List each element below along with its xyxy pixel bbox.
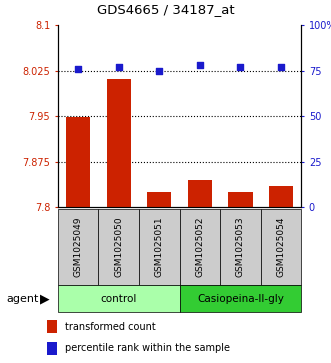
Bar bbox=[139, 209, 179, 285]
Bar bbox=[228, 192, 253, 207]
Text: GDS4665 / 34187_at: GDS4665 / 34187_at bbox=[97, 3, 234, 16]
Text: GSM1025050: GSM1025050 bbox=[114, 216, 123, 277]
Text: GSM1025051: GSM1025051 bbox=[155, 216, 164, 277]
Text: ▶: ▶ bbox=[40, 292, 50, 305]
Text: GSM1025053: GSM1025053 bbox=[236, 216, 245, 277]
Text: Casiopeina-II-gly: Casiopeina-II-gly bbox=[197, 294, 284, 303]
Bar bbox=[58, 209, 99, 285]
Bar bbox=[99, 209, 139, 285]
Bar bbox=[107, 79, 131, 207]
Text: control: control bbox=[101, 294, 137, 303]
Point bbox=[75, 66, 81, 72]
Point bbox=[278, 64, 284, 70]
Point bbox=[197, 62, 203, 68]
Point bbox=[116, 64, 121, 70]
Bar bbox=[47, 320, 58, 333]
Text: GSM1025049: GSM1025049 bbox=[74, 217, 83, 277]
Text: GSM1025052: GSM1025052 bbox=[195, 217, 204, 277]
Text: GSM1025054: GSM1025054 bbox=[276, 217, 285, 277]
Bar bbox=[179, 285, 301, 312]
Text: agent: agent bbox=[7, 294, 39, 303]
Bar bbox=[147, 192, 171, 207]
Text: percentile rank within the sample: percentile rank within the sample bbox=[65, 343, 230, 354]
Bar bbox=[220, 209, 260, 285]
Bar bbox=[269, 186, 293, 207]
Text: transformed count: transformed count bbox=[65, 322, 156, 332]
Bar bbox=[179, 209, 220, 285]
Bar bbox=[188, 180, 212, 207]
Point bbox=[157, 68, 162, 74]
Bar bbox=[47, 342, 58, 355]
Bar bbox=[261, 209, 301, 285]
Point bbox=[238, 64, 243, 70]
Bar bbox=[66, 117, 90, 207]
Bar bbox=[58, 285, 179, 312]
